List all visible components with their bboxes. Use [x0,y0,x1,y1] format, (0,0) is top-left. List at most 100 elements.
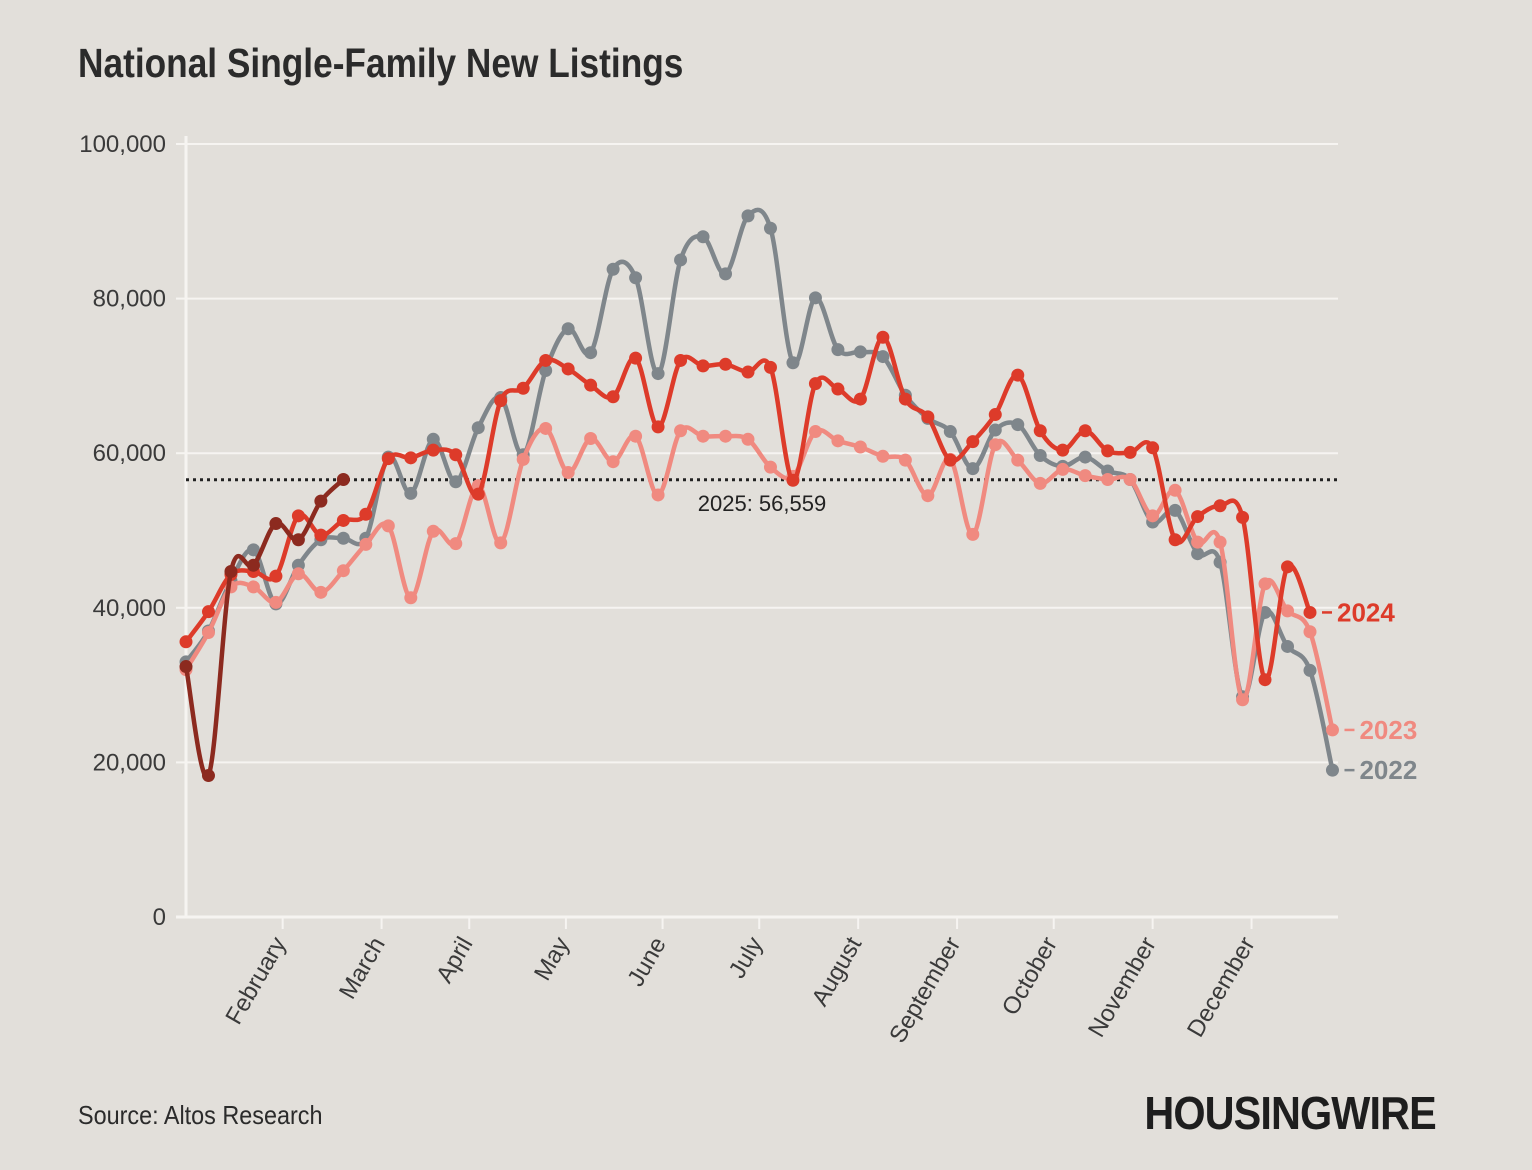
data-point [516,452,530,466]
data-point [404,451,418,465]
data-point [943,453,957,467]
data-point [314,585,328,599]
series-2024 [179,330,1317,687]
data-point [988,438,1002,452]
x-tick-label: July [724,933,769,983]
data-point [763,221,777,235]
data-point [336,564,350,578]
data-point [246,558,260,572]
y-tick-label: 0 [153,904,166,931]
data-point [1258,577,1272,591]
x-tick-label: September [884,932,966,1047]
data-point [719,267,733,281]
end-label-2022: 2022 [1359,755,1417,785]
data-point [1078,424,1092,438]
data-point [1146,441,1160,455]
data-point [471,421,485,435]
data-point [876,350,890,364]
data-point [1168,483,1182,497]
y-tick-label: 60,000 [93,440,166,467]
data-point [1123,472,1137,486]
data-point [988,423,1002,437]
brand-logo: HOUSINGWIRE [1144,1087,1437,1139]
data-point [336,513,350,527]
data-point [606,455,620,469]
data-point [1213,535,1227,549]
data-point [1146,509,1160,523]
end-label-2024: 2024 [1337,597,1395,627]
data-point [1303,605,1317,619]
data-point [898,453,912,467]
data-point [674,253,688,267]
data-point [1168,533,1182,547]
data-point [1078,450,1092,464]
data-point [831,382,845,396]
y-tick-label: 20,000 [93,749,166,776]
data-point [336,472,350,486]
data-point [1213,499,1227,513]
x-tick-label: June [622,933,671,992]
data-point [246,580,260,594]
data-point [359,537,373,551]
data-point [426,432,440,446]
data-point [853,345,867,359]
data-point [741,365,755,379]
x-tick-label: August [807,932,868,1010]
data-point [224,564,238,578]
data-point [494,536,508,550]
data-point [1325,723,1339,737]
data-point [719,429,733,443]
data-point [606,262,620,276]
data-point [1236,693,1250,707]
data-point [1191,510,1205,524]
data-point [674,353,688,367]
series-2023 [179,421,1339,737]
data-point [831,343,845,357]
data-point [1281,604,1295,618]
data-point [651,420,665,434]
data-point [381,519,395,533]
data-point [966,462,980,476]
data-point [808,377,822,391]
reference-line-label: 2025: 56,559 [698,491,826,516]
data-point [719,357,733,371]
data-point [449,475,463,489]
x-tick-label: February [220,933,291,1030]
data-point [269,595,283,609]
data-point [898,392,912,406]
data-point [584,432,598,446]
y-tick-label: 100,000 [79,131,166,158]
data-point [539,421,553,435]
data-point [201,605,215,619]
data-point [179,660,193,674]
data-point [539,353,553,367]
data-point [921,410,935,424]
series-lines [179,207,1339,783]
data-point [1258,673,1272,687]
end-labels: 2022 2023 2024 [1322,597,1417,785]
data-point [449,448,463,462]
data-point [741,209,755,223]
data-point [201,769,215,783]
data-point [336,531,350,545]
data-point [696,359,710,373]
data-point [786,473,800,487]
x-tick-label: May [529,933,575,986]
data-point [291,509,305,523]
data-point [741,432,755,446]
data-point [696,429,710,443]
data-point [471,487,485,501]
data-point [584,378,598,392]
x-tick-label: December [1182,933,1261,1042]
x-tick-label: April [431,933,478,988]
data-point [359,507,373,521]
chart-title: National Single-Family New Listings [78,40,684,86]
data-point [629,271,643,285]
data-point [494,394,508,408]
x-tick-label: November [1083,933,1162,1042]
data-point [1325,763,1339,777]
data-point [381,452,395,466]
data-point [763,460,777,474]
x-tick-label: March [334,933,391,1004]
